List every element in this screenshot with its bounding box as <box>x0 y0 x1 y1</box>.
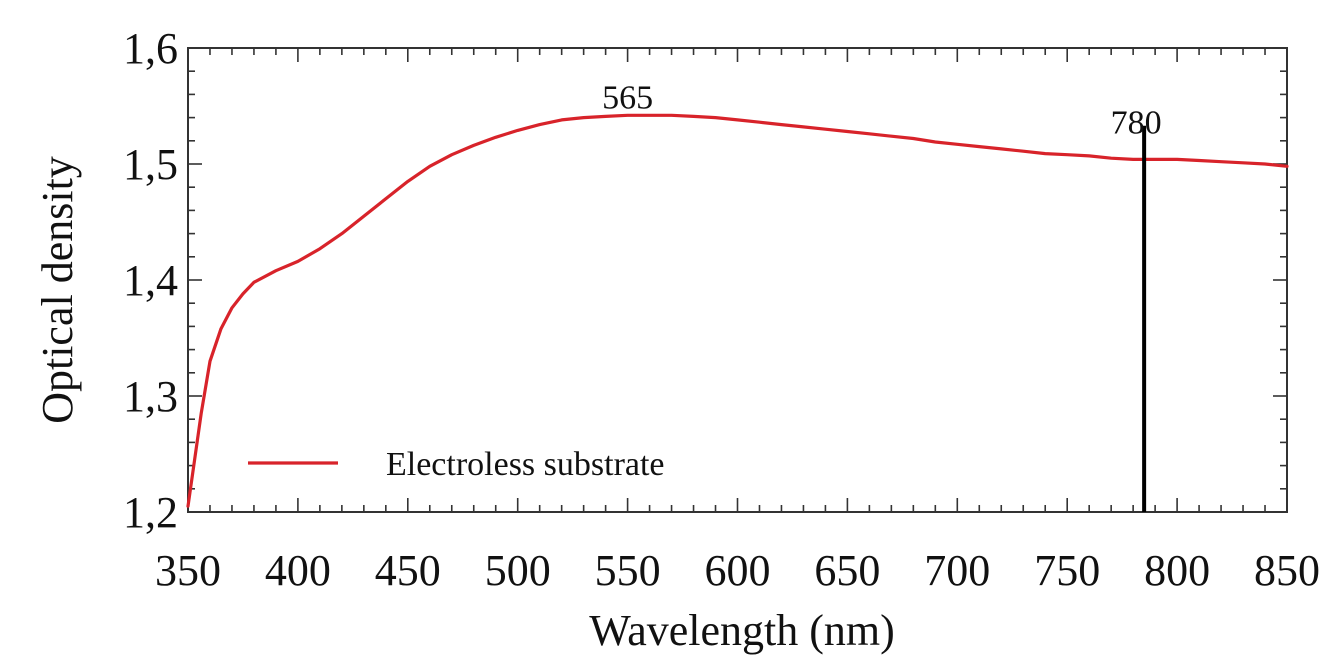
y-axis-label: Optical density <box>33 156 82 424</box>
x-tick-label: 850 <box>1254 546 1320 595</box>
x-tick-label: 700 <box>924 546 990 595</box>
legend-label: Electroless substrate <box>386 446 665 483</box>
y-tick-label: 1,6 <box>123 24 178 73</box>
x-tick-label: 650 <box>814 546 880 595</box>
y-tick-label: 1,2 <box>123 488 178 537</box>
y-tick-label: 1,5 <box>123 140 178 189</box>
x-tick-label: 800 <box>1144 546 1210 595</box>
series-line <box>186 113 1289 508</box>
x-tick-label: 450 <box>375 546 441 595</box>
y-tick-label: 1,4 <box>123 256 178 305</box>
annotation-label: 565 <box>602 79 653 116</box>
x-tick-label: 400 <box>265 546 331 595</box>
x-tick-label: 550 <box>595 546 661 595</box>
annotation-label: 780 <box>1111 105 1162 142</box>
x-tick-label: 350 <box>155 546 221 595</box>
x-tick-label: 600 <box>705 546 771 595</box>
x-tick-label: 750 <box>1034 546 1100 595</box>
y-tick-label: 1,3 <box>123 372 178 421</box>
x-tick-label: 500 <box>485 546 551 595</box>
x-axis-label: Wavelength (nm) <box>589 606 895 655</box>
